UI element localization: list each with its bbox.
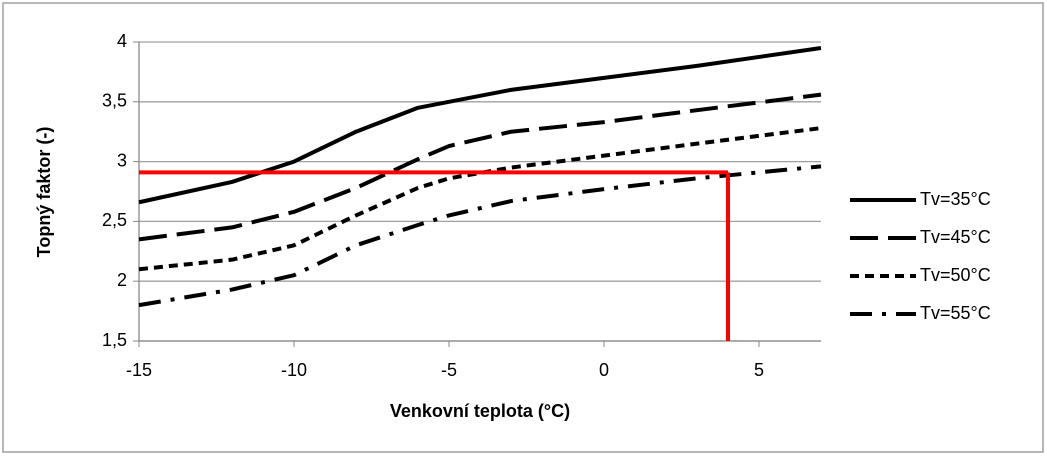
y-tick-label: 1,5 — [102, 330, 127, 350]
x-tick-label: -10 — [281, 360, 307, 380]
legend-label: Tv=55°C — [920, 303, 991, 323]
y-tick-label: 3,5 — [102, 91, 127, 111]
x-tick-label: 5 — [754, 360, 764, 380]
x-tick-label: -15 — [126, 360, 152, 380]
x-tick-label: 0 — [599, 360, 609, 380]
y-axis-title: Topný faktor (-) — [34, 127, 54, 258]
y-tick-label: 3 — [117, 150, 127, 170]
x-tick-label: -5 — [441, 360, 457, 380]
legend-label: Tv=45°C — [920, 227, 991, 247]
series-line — [138, 164, 822, 308]
legend-label: Tv=50°C — [920, 265, 991, 285]
y-tick-label: 2,5 — [102, 210, 127, 230]
y-tick-label: 2 — [117, 270, 127, 290]
legend-label: Tv=35°C — [920, 189, 991, 209]
y-tick-label: 4 — [117, 31, 127, 51]
series-line — [138, 126, 822, 272]
series-line — [138, 92, 822, 242]
x-axis-title: Venkovní teplota (°C) — [390, 401, 570, 421]
